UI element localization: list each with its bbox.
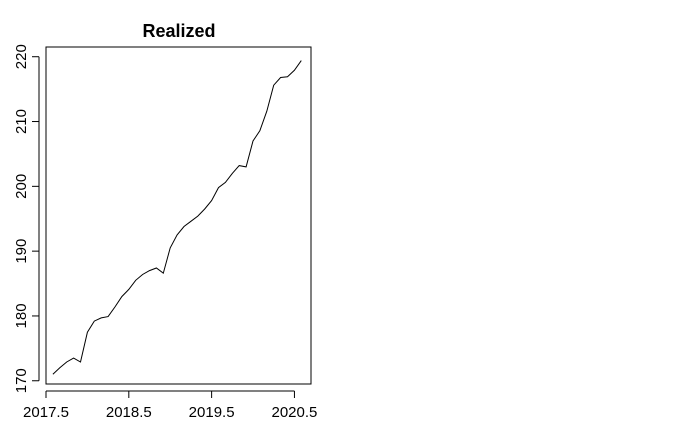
y-tick-label: 210 — [13, 109, 30, 134]
y-tick-label: 220 — [13, 44, 30, 69]
y-tick-label: 200 — [13, 174, 30, 199]
x-tick-label: 2020.5 — [271, 404, 317, 421]
plot-frame — [45, 46, 312, 385]
series-line — [52, 60, 302, 375]
x-tick-label: 2017.5 — [23, 404, 69, 421]
y-tick-label: 190 — [13, 239, 30, 264]
x-tick-label: 2019.5 — [189, 404, 235, 421]
x-axis: 2017.5 2018.5 2019.5 2020.5 — [23, 390, 317, 421]
y-tick-label: 170 — [13, 368, 30, 393]
y-axis: 170 180 190 200 210 220 — [13, 44, 40, 393]
chart-title: Realized — [142, 21, 215, 41]
x-tick-label: 2018.5 — [106, 404, 152, 421]
y-tick-label: 180 — [13, 303, 30, 328]
